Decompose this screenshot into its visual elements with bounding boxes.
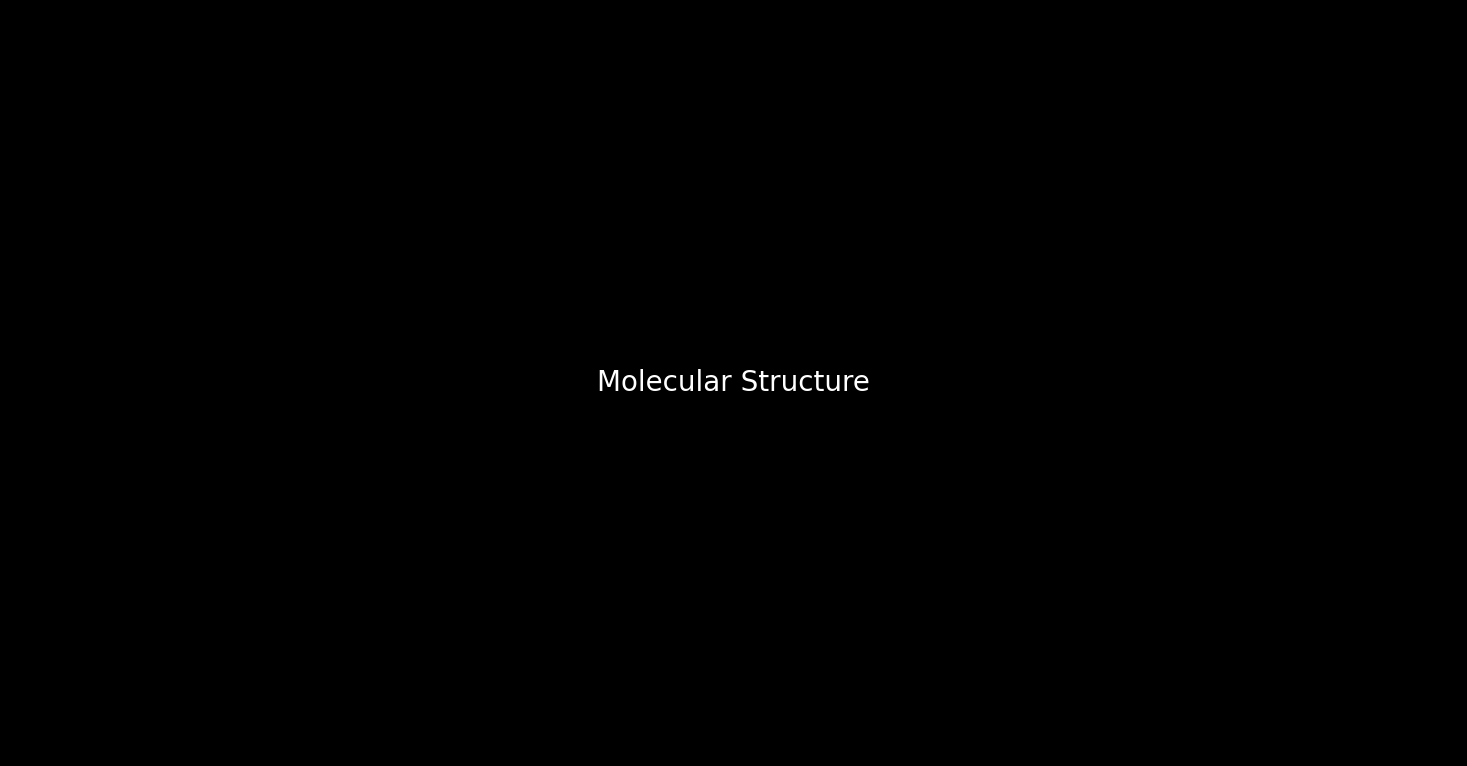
Text: Molecular Structure: Molecular Structure xyxy=(597,369,870,397)
